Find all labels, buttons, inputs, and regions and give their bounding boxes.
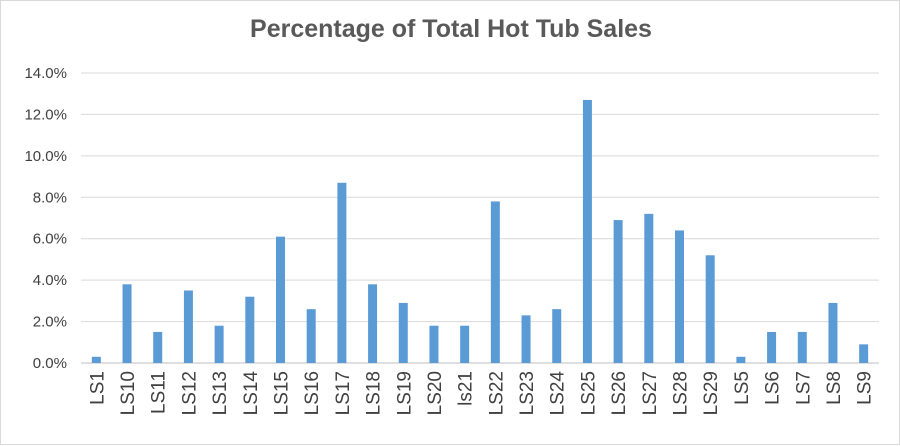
bar-ls11: [153, 331, 163, 363]
x-tick-label: LS29: [701, 371, 722, 415]
bar-ls18: [368, 284, 378, 363]
x-tick-label: LS7: [793, 371, 814, 405]
x-tick-label: LS16: [302, 371, 323, 415]
bar-ls29: [705, 255, 715, 363]
x-tick-label: LS25: [578, 371, 599, 415]
bar-ls14: [245, 296, 255, 363]
x-tick-label: LS6: [763, 371, 784, 405]
x-tick-label: LS9: [855, 371, 876, 405]
x-axis-tick-labels: LS1 LS10 LS11 LS12 LS13 LS14 LS15 LS16 LS17 LS18 L…: [87, 371, 875, 416]
bar-ls6: [767, 331, 777, 363]
x-tick-label: LS24: [548, 371, 569, 416]
y-tick-label: 6.0%: [33, 231, 67, 248]
x-tick-label: LS19: [394, 371, 415, 415]
bar-ls1: [91, 356, 101, 363]
x-tick-label: LS26: [609, 371, 630, 415]
y-tick-label: 14.0%: [24, 65, 67, 82]
bar-ls13: [214, 325, 224, 363]
bar-ls26: [613, 220, 623, 363]
chart-title: Percentage of Total Hot Tub Sales: [250, 15, 652, 43]
bar-ls15: [276, 236, 285, 363]
x-tick-label: LS17: [333, 371, 354, 415]
x-tick-label: LS8: [824, 371, 845, 405]
y-tick-label: 0.0%: [33, 355, 67, 372]
x-tick-label: LS23: [517, 371, 538, 415]
x-tick-label: LS20: [425, 371, 446, 415]
bars: [91, 99, 869, 363]
bar-ls17: [337, 182, 347, 363]
bar-ls12: [183, 290, 193, 363]
y-tick-label: 2.0%: [33, 314, 67, 331]
x-tick-label: LS28: [671, 371, 692, 415]
y-tick-label: 4.0%: [33, 272, 67, 289]
x-tick-label: LS11: [149, 371, 170, 414]
x-tick-label: ls21: [456, 371, 477, 406]
x-tick-label: LS14: [241, 371, 262, 416]
bar-ls21: [460, 325, 470, 363]
x-tick-label: LS5: [732, 371, 753, 405]
x-tick-label: LS18: [364, 371, 385, 415]
bar-ls20: [429, 325, 439, 363]
x-tick-label: LS22: [486, 371, 507, 415]
gridlines: [81, 72, 879, 364]
bar-ls8: [828, 302, 838, 363]
bar-ls27: [644, 213, 654, 363]
y-axis-tick-labels: 0.0% 2.0% 4.0% 6.0% 8.0% 10.0% 12.0% 14.0%: [24, 65, 67, 372]
x-tick-label: LS27: [640, 371, 661, 415]
y-tick-label: 10.0%: [24, 148, 67, 165]
bar-ls24: [552, 309, 562, 363]
bar-ls22: [490, 201, 500, 363]
x-tick-label: LS1: [87, 371, 108, 405]
y-tick-label: 12.0%: [24, 106, 67, 123]
bar-ls25: [582, 99, 592, 363]
bar-ls16: [306, 309, 316, 363]
bar-ls7: [797, 331, 807, 363]
x-tick-label: LS10: [118, 371, 139, 415]
bar-ls9: [859, 344, 869, 363]
bar-ls23: [521, 315, 531, 363]
y-tick-label: 8.0%: [33, 189, 67, 206]
x-tick-label: LS13: [210, 371, 231, 415]
bar-ls28: [675, 230, 684, 363]
bar-ls5: [736, 356, 746, 363]
x-tick-label: LS15: [272, 371, 293, 415]
bar-ls19: [398, 302, 408, 363]
bar-ls10: [122, 284, 132, 363]
x-tick-label: LS12: [179, 371, 200, 415]
